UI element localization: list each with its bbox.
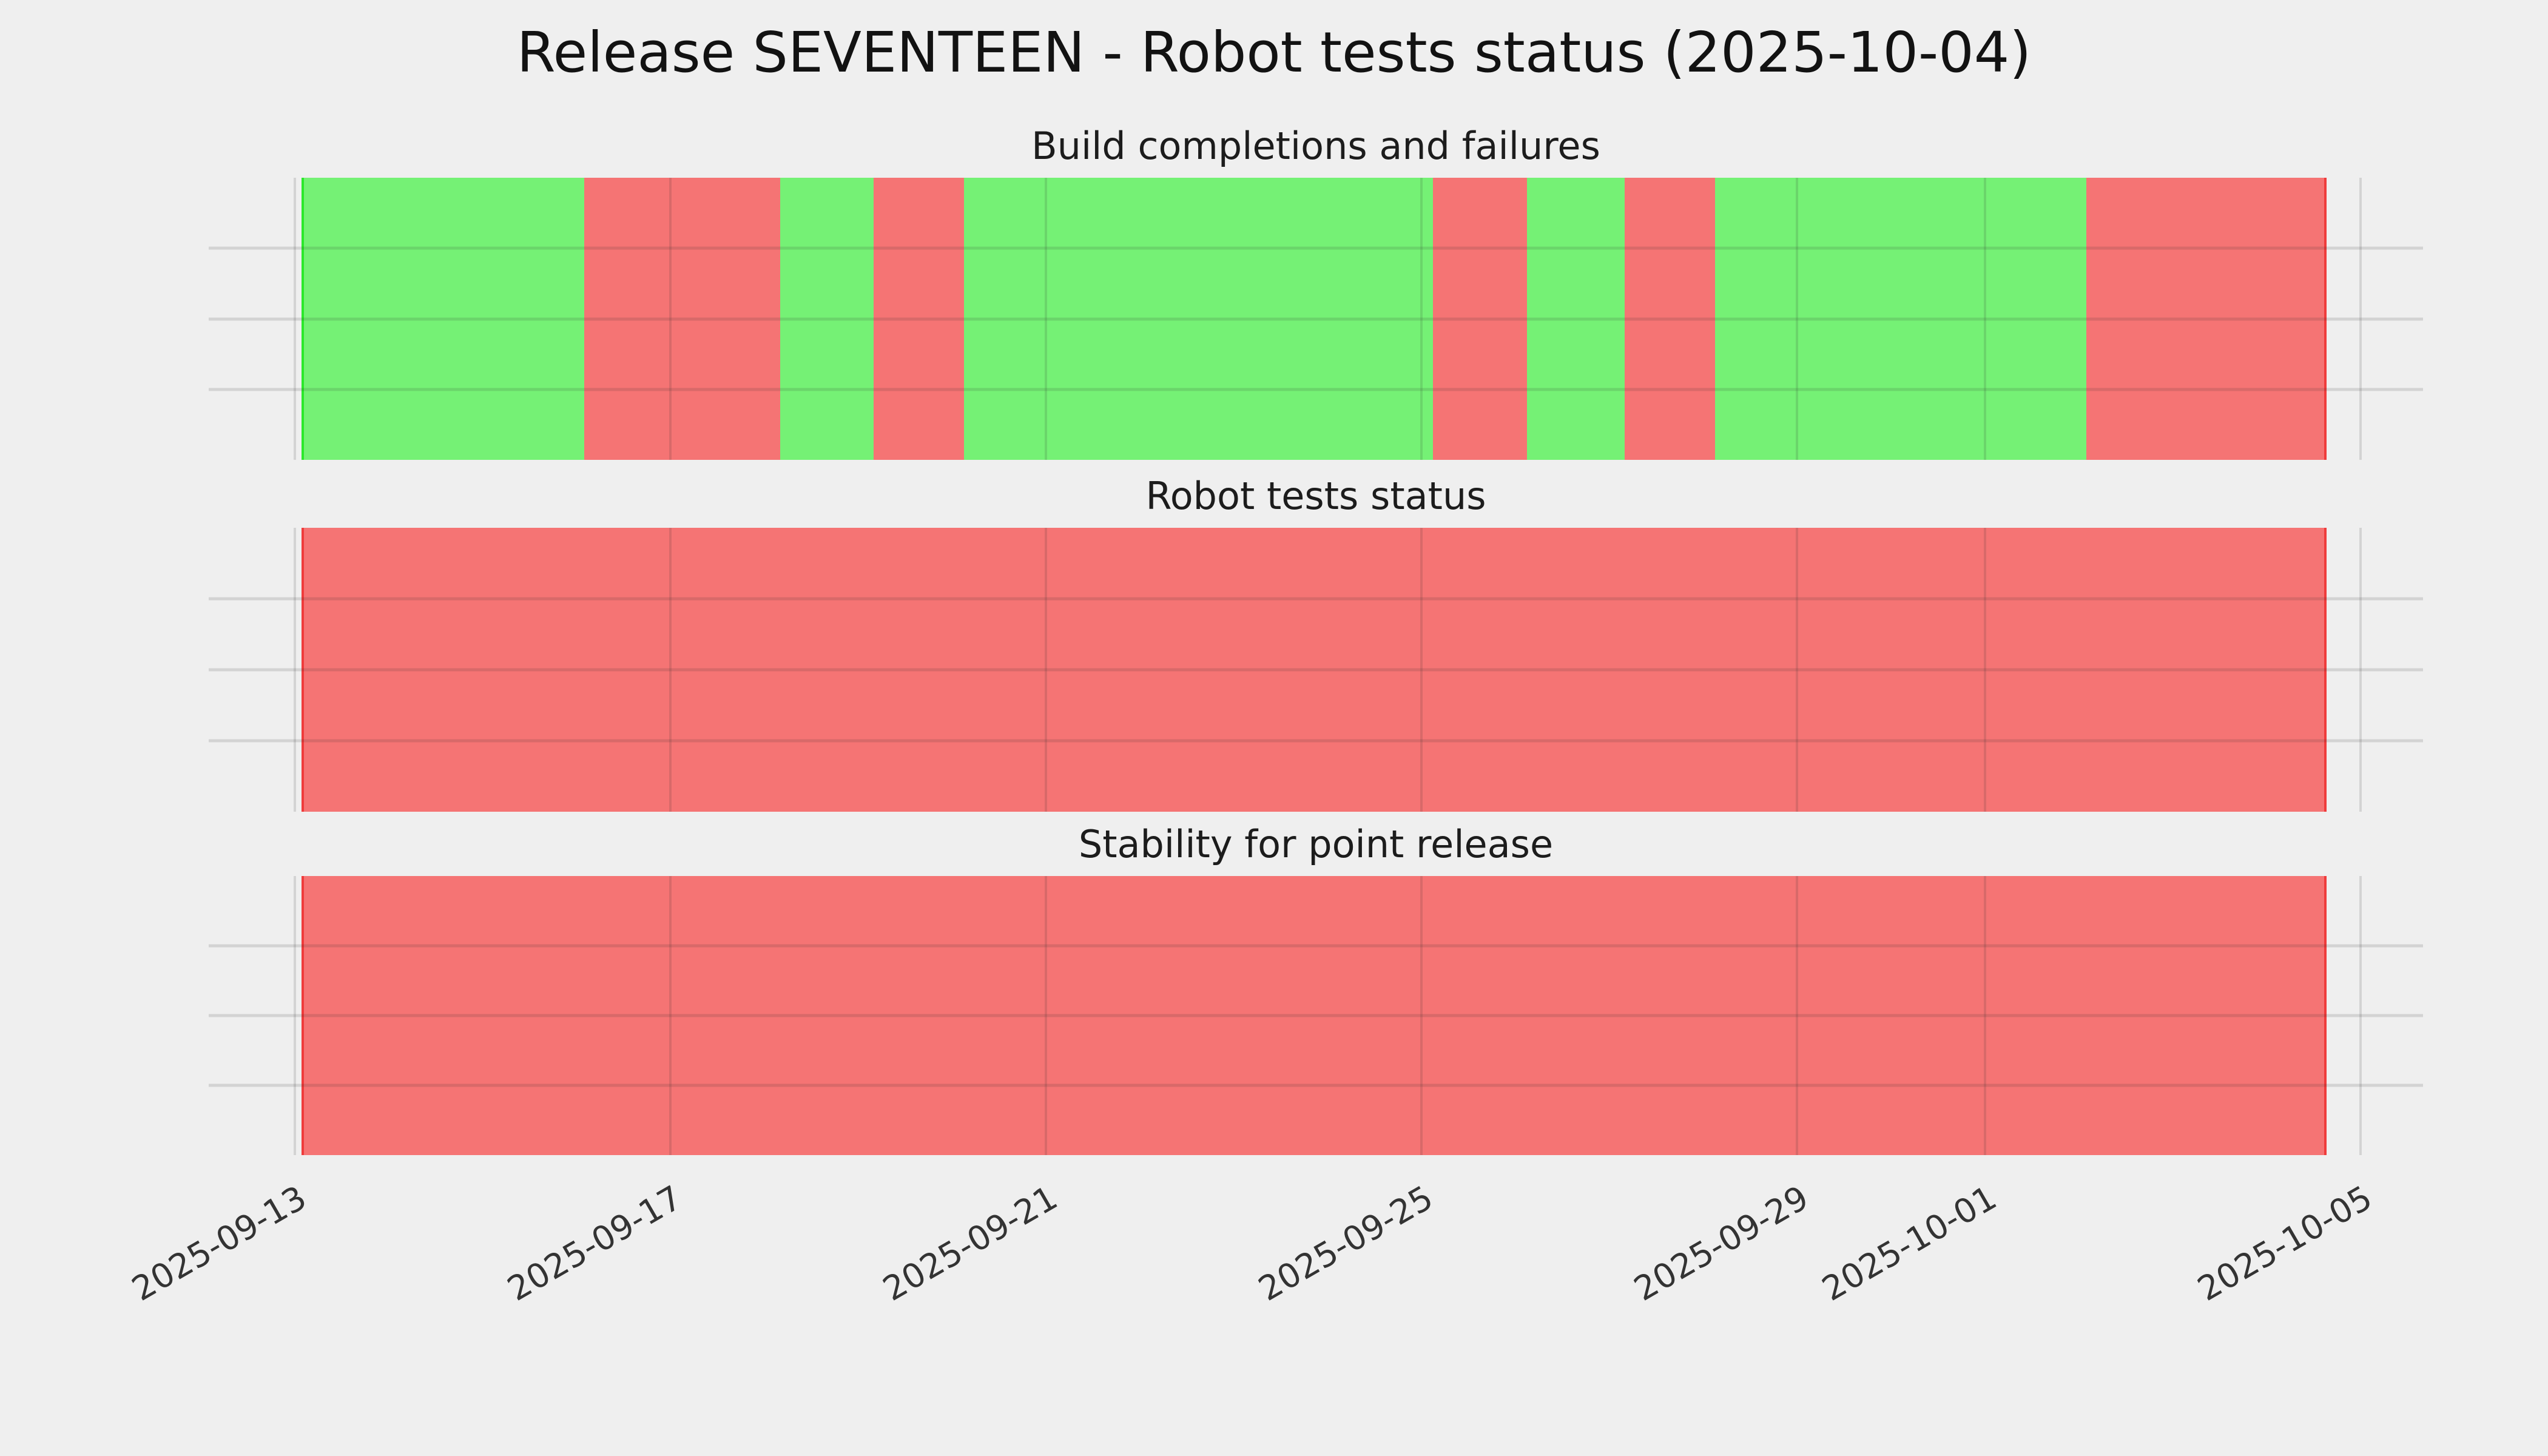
vertical-gridline <box>1045 876 1048 1155</box>
vertical-gridline <box>1045 178 1048 460</box>
status-segment-pass <box>302 178 585 460</box>
x-tick-label: 2025-09-13 <box>125 1178 313 1309</box>
status-segment-pass <box>1527 178 1625 460</box>
bar-end-edge <box>2324 528 2327 812</box>
status-segment-fail <box>1433 178 1528 460</box>
panel-axes-robot-tests <box>209 528 2423 812</box>
panel-axes-build-completions <box>209 178 2423 460</box>
horizontal-gridline <box>209 597 2423 601</box>
vertical-gridline <box>669 528 672 812</box>
horizontal-gridline <box>209 1084 2423 1087</box>
bar-end-edge <box>2324 876 2327 1155</box>
bar-start-edge <box>301 876 304 1155</box>
chart-title: Release SEVENTEEN - Robot tests status (… <box>516 20 2032 85</box>
panel-title-build-completions: Build completions and failures <box>1031 124 1600 168</box>
status-segment-pass <box>780 178 874 460</box>
panel-title-robot-tests: Robot tests status <box>1145 474 1486 518</box>
x-tick-label: 2025-10-01 <box>1815 1178 2003 1309</box>
bar-start-edge <box>301 178 304 460</box>
vertical-gridline <box>1983 178 1986 460</box>
horizontal-gridline <box>209 739 2423 743</box>
status-segment-pass <box>963 178 1434 460</box>
vertical-gridline <box>1983 528 1986 812</box>
horizontal-gridline <box>209 388 2423 391</box>
vertical-gridline <box>2359 876 2362 1155</box>
bar-start-edge <box>301 528 304 812</box>
vertical-gridline <box>1796 876 1799 1155</box>
vertical-gridline <box>1420 178 1423 460</box>
vertical-gridline <box>293 876 296 1155</box>
vertical-gridline <box>1420 528 1423 812</box>
status-segment-fail <box>2086 178 2325 460</box>
horizontal-gridline <box>209 1014 2423 1017</box>
vertical-gridline <box>1796 528 1799 812</box>
status-segment-fail <box>1625 178 1715 460</box>
x-tick-label: 2025-09-21 <box>876 1178 1064 1309</box>
vertical-gridline <box>1796 178 1799 460</box>
vertical-gridline <box>2359 178 2362 460</box>
vertical-gridline <box>1983 876 1986 1155</box>
horizontal-gridline <box>209 944 2423 948</box>
bar-end-edge <box>2324 178 2327 460</box>
vertical-gridline <box>293 178 296 460</box>
vertical-gridline <box>293 528 296 812</box>
panel-title-stability: Stability for point release <box>1078 822 1554 866</box>
status-segment-fail <box>874 178 964 460</box>
horizontal-gridline <box>209 668 2423 672</box>
panel-axes-stability <box>209 876 2423 1155</box>
x-tick-label: 2025-10-05 <box>2191 1178 2379 1309</box>
vertical-gridline <box>1420 876 1423 1155</box>
vertical-gridline <box>669 876 672 1155</box>
status-segment-pass <box>1714 178 2087 460</box>
status-segment-fail <box>302 528 2325 812</box>
vertical-gridline <box>1045 528 1048 812</box>
x-axis-tick-labels: 2025-09-13 2025-09-17 2025-09-21 2025-09-25… <box>126 1155 2423 1349</box>
horizontal-gridline <box>209 246 2423 250</box>
vertical-gridline <box>2359 528 2362 812</box>
x-tick-label: 2025-09-29 <box>1627 1178 1815 1309</box>
status-segment-fail <box>584 178 780 460</box>
x-tick-label: 2025-09-17 <box>500 1178 689 1309</box>
x-tick-label: 2025-09-25 <box>1252 1178 1440 1309</box>
horizontal-gridline <box>209 317 2423 320</box>
vertical-gridline <box>669 178 672 460</box>
status-segment-fail <box>302 876 2325 1155</box>
